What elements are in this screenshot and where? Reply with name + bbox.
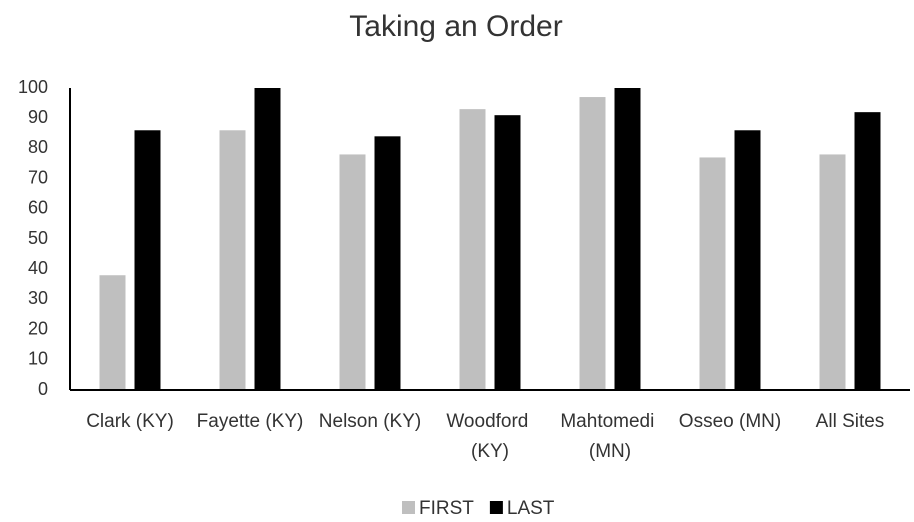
chart-title: Taking an Order [349, 10, 562, 43]
x-tick-label: Woodford (KY) [446, 411, 533, 462]
bar [134, 130, 161, 390]
x-tick-label: Fayette (KY) [197, 411, 304, 432]
y-tick-label: 80 [28, 137, 48, 157]
y-tick-label: 100 [18, 77, 48, 97]
y-tick-label: 0 [38, 379, 48, 399]
legend-swatch [489, 501, 503, 514]
bar [614, 88, 641, 390]
x-tick-label: Mahtomedi (MN) [560, 411, 659, 462]
y-tick-label: 60 [28, 198, 48, 218]
y-tick-label: 20 [28, 318, 48, 338]
bar [374, 136, 401, 390]
legend-swatch [402, 501, 415, 514]
legend-label: FIRST [419, 498, 474, 519]
bar [854, 112, 881, 390]
y-tick-label: 70 [28, 167, 48, 187]
bar [699, 157, 726, 390]
bar [339, 154, 366, 390]
bar [459, 109, 486, 390]
bar [819, 154, 846, 390]
bar [494, 115, 521, 391]
y-tick-label: 40 [28, 258, 48, 278]
y-tick-label: 30 [28, 288, 48, 308]
legend-label: LAST [507, 498, 555, 519]
x-tick-label: Osseo (MN) [679, 411, 781, 432]
y-tick-label: 10 [28, 349, 48, 369]
y-tick-label: 90 [28, 107, 48, 127]
bar [254, 88, 281, 390]
bar [579, 97, 606, 390]
x-tick-label: Clark (KY) [86, 411, 174, 432]
y-tick-label: 50 [28, 228, 48, 248]
bar [219, 130, 246, 390]
bar [734, 130, 761, 390]
bar [99, 275, 126, 390]
x-tick-label: All Sites [816, 411, 885, 432]
x-tick-label: Nelson (KY) [319, 411, 421, 432]
